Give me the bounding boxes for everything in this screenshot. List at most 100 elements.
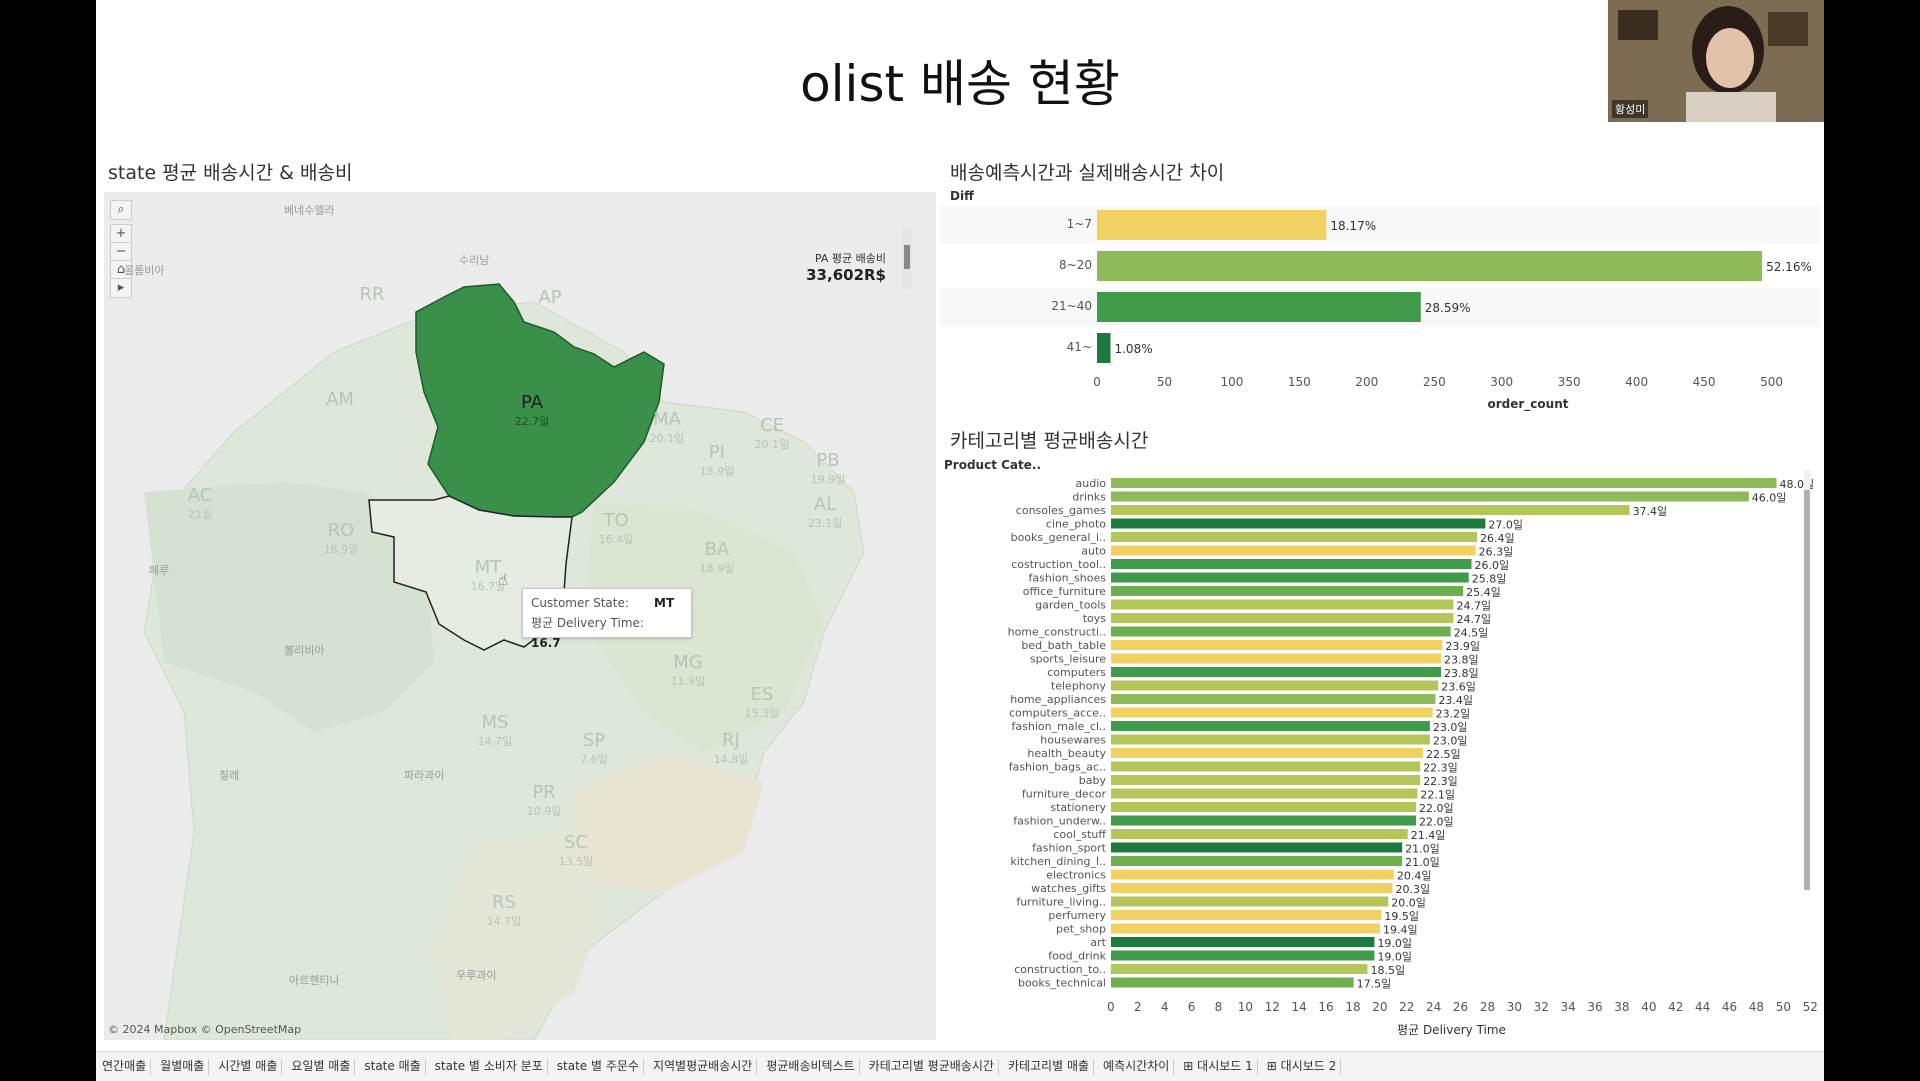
state-label[interactable]: PB 19.9일	[810, 450, 846, 486]
state-label-mt[interactable]: MT 16.7일	[470, 557, 506, 593]
state-label[interactable]: PI 18.9일	[699, 442, 735, 478]
state-label-pa[interactable]: PA 22.7일	[514, 392, 550, 428]
map-tooltip: Customer State: MT 평균 Delivery Time:16.7	[522, 588, 692, 650]
category-bar	[1111, 721, 1430, 731]
category-bar	[1111, 910, 1382, 920]
row-band	[940, 329, 1820, 367]
diff-category-label: 1~7	[1067, 217, 1092, 231]
diff-header: Diff	[950, 189, 974, 203]
brazil-state-map[interactable]: ⌕ + − ⌂ ▸ 베네수엘라 콜롬비아 페루 볼리비아 칠레 파라과이 아르헨…	[104, 192, 936, 1040]
category-x-tick: 44	[1695, 1000, 1710, 1014]
diff-bar	[1097, 251, 1763, 281]
state-label[interactable]: MA 20.1일	[649, 409, 685, 445]
tab-sheet[interactable]: ⊞ 대시보드 1	[1183, 1059, 1253, 1073]
diff-x-tick: 100	[1220, 375, 1243, 389]
category-label: computers	[1047, 666, 1106, 679]
tab-sheet[interactable]: 지역별평균배송시간	[652, 1059, 753, 1073]
category-bar-label: 22.3일	[1423, 761, 1458, 775]
category-bar	[1111, 667, 1441, 677]
tab-sheet[interactable]: 카테고리별 매출	[1007, 1059, 1090, 1073]
category-label: home_appliances	[1010, 693, 1106, 706]
tab-sheet[interactable]: 카테고리별 평균배송시간	[868, 1059, 994, 1073]
map-section-title: state 평균 배송시간 & 배송비	[108, 162, 353, 184]
category-bar	[1111, 802, 1417, 812]
state-label[interactable]: AC 21일	[187, 485, 213, 521]
zoom-out-button[interactable]: −	[110, 242, 132, 262]
state-label[interactable]: RR	[359, 284, 385, 305]
category-label: auto	[1081, 545, 1106, 558]
tab-sheet[interactable]: 시간별 매출	[218, 1059, 278, 1073]
category-bar	[1111, 748, 1423, 758]
diff-x-tick: 250	[1423, 375, 1446, 389]
tab-separator	[354, 1059, 356, 1075]
category-label: bed_bath_table	[1021, 639, 1106, 652]
state-label[interactable]: SP 7.6일	[580, 730, 608, 766]
category-bar	[1111, 842, 1403, 853]
category-bar	[1111, 505, 1630, 515]
tab-sheet[interactable]: 예측시간차이	[1103, 1059, 1170, 1073]
category-bar-label: 21.0일	[1405, 842, 1440, 856]
tab-sheet[interactable]: 연간매출	[102, 1059, 147, 1073]
pa-shipping-label: PA 평균 배송비	[814, 252, 886, 265]
category-bar	[1111, 896, 1389, 907]
tab-separator	[208, 1059, 210, 1075]
state-label[interactable]: RO 18.9일	[323, 520, 359, 556]
category-bar-label: 22.1일	[1420, 788, 1455, 802]
state-label[interactable]: BA 18.9일	[699, 539, 735, 575]
zoom-in-button[interactable]: +	[110, 224, 132, 244]
tab-sheet[interactable]: 평균배송비텍스트	[766, 1059, 855, 1073]
tab-separator	[281, 1059, 283, 1075]
tab-sheet[interactable]: ⊞ 대시보드 2	[1266, 1059, 1337, 1073]
tab-sheet[interactable]: 요일별 매출	[291, 1059, 351, 1073]
pan-arrow-icon[interactable]: ▸	[110, 278, 132, 298]
category-bar-label: 22.5일	[1426, 747, 1461, 761]
category-label: telephony	[1051, 680, 1107, 693]
category-section-title: 카테고리별 평균배송시간	[950, 430, 1149, 452]
category-bar-label: 23.4일	[1438, 693, 1473, 707]
state-label[interactable]: TO 16.4일	[598, 510, 634, 546]
category-x-tick: 12	[1265, 1000, 1280, 1014]
shipping-legend-track	[902, 229, 912, 289]
tab-sheet[interactable]: state 별 주문수	[556, 1059, 639, 1073]
category-x-tick: 0	[1107, 1000, 1115, 1014]
category-x-tick: 32	[1534, 1000, 1549, 1014]
state-label[interactable]: MG 11.9일	[670, 652, 706, 688]
state-label[interactable]: AP	[538, 287, 562, 308]
category-label: toys	[1083, 612, 1107, 625]
category-bar	[1111, 937, 1375, 947]
category-x-tick: 8	[1215, 1000, 1223, 1014]
category-bar	[1111, 653, 1441, 664]
diff-x-tick: 150	[1288, 375, 1311, 389]
category-label: garden_tools	[1035, 599, 1106, 612]
tab-separator	[150, 1059, 152, 1075]
tab-sheet[interactable]: state 별 소비자 분포	[434, 1059, 543, 1073]
category-bar	[1111, 680, 1439, 691]
category-label: baby	[1079, 774, 1107, 787]
state-label[interactable]: MS 14.7일	[477, 712, 513, 748]
diff-x-tick: 0	[1093, 375, 1101, 389]
state-label[interactable]: ES 15.3일	[744, 684, 780, 720]
category-bar-label: 26.3일	[1479, 545, 1514, 559]
map-search-icon[interactable]: ⌕	[110, 200, 132, 220]
tab-sheet[interactable]: 월별매출	[160, 1059, 205, 1073]
category-x-tick: 34	[1561, 1000, 1576, 1014]
category-label: furniture_living..	[1016, 896, 1106, 909]
state-label[interactable]: AM	[326, 389, 354, 410]
category-bar-label: 23.0일	[1433, 720, 1468, 734]
category-bar	[1111, 977, 1354, 988]
state-label[interactable]: RJ 14.8일	[713, 730, 749, 766]
state-label[interactable]: SC 13.5일	[558, 832, 594, 868]
state-label[interactable]: PR 10.9일	[526, 782, 562, 818]
cursor-icon: ☝	[498, 570, 508, 589]
state-label[interactable]: CE 20.1일	[754, 415, 790, 451]
category-bar-label: 19.0일	[1377, 950, 1412, 964]
category-x-tick: 4	[1161, 1000, 1169, 1014]
scrollbar-thumb[interactable]	[1804, 490, 1810, 890]
tab-separator	[1340, 1059, 1342, 1075]
tab-sheet[interactable]: state 매출	[364, 1059, 421, 1073]
state-label[interactable]: RS 14.7일	[486, 892, 522, 928]
category-x-tick: 18	[1345, 1000, 1360, 1014]
category-label: costruction_tool..	[1011, 558, 1106, 571]
country-label: 우루과이	[456, 969, 497, 982]
state-label[interactable]: AL 23.1일	[807, 494, 843, 530]
